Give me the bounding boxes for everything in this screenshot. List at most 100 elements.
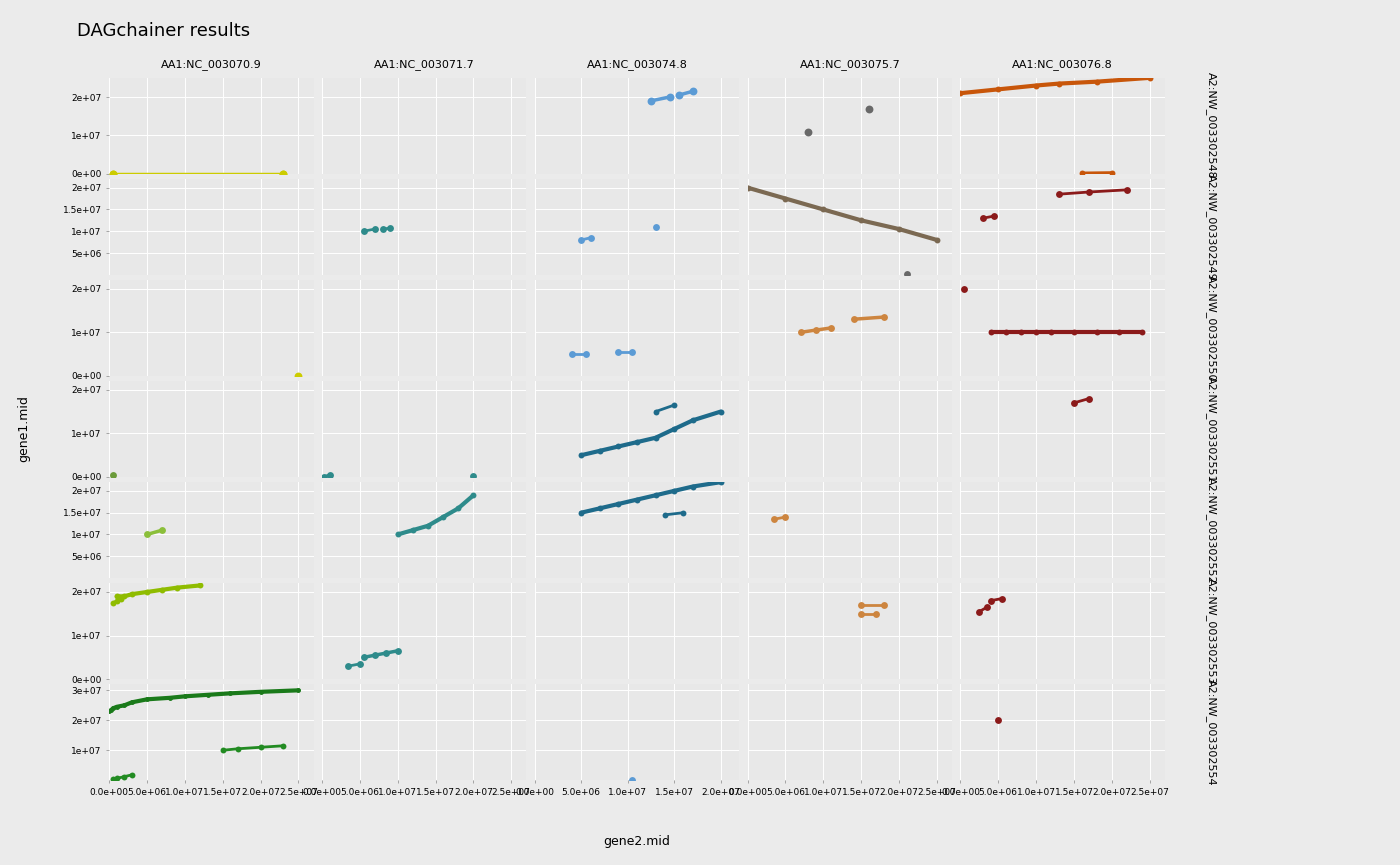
- Text: A2:NW_003302552: A2:NW_003302552: [1207, 477, 1217, 583]
- Point: [608, 345, 630, 359]
- Point: [287, 683, 309, 697]
- Point: [588, 502, 610, 516]
- Text: A2:NW_003302549: A2:NW_003302549: [1207, 174, 1217, 280]
- Point: [102, 702, 125, 715]
- Point: [790, 325, 812, 339]
- Point: [113, 770, 136, 784]
- Point: [644, 220, 666, 234]
- Point: [991, 592, 1014, 606]
- Point: [167, 580, 189, 594]
- Point: [220, 687, 242, 701]
- Point: [1040, 325, 1063, 339]
- Point: [987, 714, 1009, 727]
- Point: [417, 519, 440, 533]
- Point: [588, 444, 610, 458]
- Point: [1085, 74, 1107, 88]
- Point: [987, 82, 1009, 96]
- Point: [105, 593, 127, 607]
- Point: [983, 209, 1005, 223]
- Text: A2:NW_003302548: A2:NW_003302548: [1207, 73, 1217, 179]
- Point: [120, 587, 143, 601]
- Point: [644, 489, 666, 503]
- Point: [622, 772, 644, 786]
- Point: [113, 698, 136, 712]
- Point: [1025, 79, 1047, 93]
- Point: [644, 405, 666, 419]
- Point: [858, 101, 881, 115]
- Point: [1085, 325, 1107, 339]
- Point: [896, 267, 918, 281]
- Point: [872, 598, 895, 612]
- Point: [1109, 325, 1131, 339]
- Point: [626, 493, 648, 507]
- Point: [654, 508, 676, 522]
- Text: gene2.mid: gene2.mid: [603, 835, 671, 848]
- Point: [644, 431, 666, 445]
- Point: [109, 592, 132, 606]
- Point: [158, 691, 181, 705]
- Point: [102, 596, 125, 610]
- Point: [272, 167, 294, 181]
- Point: [570, 506, 592, 520]
- Point: [120, 768, 143, 782]
- Point: [580, 231, 602, 245]
- Point: [174, 689, 196, 703]
- Point: [151, 523, 174, 537]
- Point: [272, 739, 294, 753]
- Point: [379, 221, 402, 235]
- Point: [850, 214, 872, 227]
- Point: [640, 94, 662, 108]
- Point: [433, 510, 455, 524]
- Text: gene1.mid: gene1.mid: [17, 395, 29, 463]
- Point: [101, 703, 123, 717]
- Point: [710, 475, 732, 489]
- Point: [353, 650, 375, 664]
- Point: [1009, 325, 1032, 339]
- Point: [774, 192, 797, 206]
- Point: [462, 489, 484, 503]
- Point: [672, 506, 694, 520]
- Point: [1047, 77, 1070, 91]
- Point: [570, 448, 592, 462]
- Point: [136, 528, 158, 541]
- Point: [797, 125, 819, 138]
- Point: [570, 233, 592, 247]
- Point: [375, 646, 398, 660]
- Text: A2:NW_003302554: A2:NW_003302554: [1207, 679, 1217, 785]
- Point: [105, 700, 127, 714]
- Point: [136, 692, 158, 706]
- Text: AA1:NC_003075.7: AA1:NC_003075.7: [799, 59, 900, 70]
- Point: [608, 439, 630, 453]
- Point: [1138, 71, 1161, 85]
- Text: AA1:NC_003070.9: AA1:NC_003070.9: [161, 59, 262, 70]
- Point: [574, 347, 596, 361]
- Point: [102, 167, 125, 181]
- Text: AA1:NC_003071.7: AA1:NC_003071.7: [374, 59, 475, 70]
- Point: [353, 224, 375, 238]
- Point: [561, 347, 584, 361]
- Point: [102, 468, 125, 482]
- Point: [1078, 392, 1100, 406]
- Point: [318, 468, 340, 482]
- Text: DAGchainer results: DAGchainer results: [77, 22, 251, 40]
- Point: [98, 704, 120, 718]
- Point: [462, 469, 484, 483]
- Point: [364, 222, 386, 236]
- Point: [402, 523, 424, 537]
- Point: [865, 607, 888, 621]
- Point: [843, 312, 865, 326]
- Point: [113, 589, 136, 603]
- Point: [710, 405, 732, 419]
- Point: [850, 598, 872, 612]
- Point: [682, 479, 704, 493]
- Point: [976, 600, 998, 614]
- Text: AA1:NC_003076.8: AA1:NC_003076.8: [1012, 59, 1113, 70]
- Point: [102, 772, 125, 786]
- Text: AA1:NC_003074.8: AA1:NC_003074.8: [587, 59, 687, 70]
- Point: [763, 512, 785, 526]
- Point: [249, 740, 272, 754]
- Point: [608, 497, 630, 511]
- Point: [287, 368, 309, 382]
- Point: [1025, 325, 1047, 339]
- Point: [196, 688, 218, 702]
